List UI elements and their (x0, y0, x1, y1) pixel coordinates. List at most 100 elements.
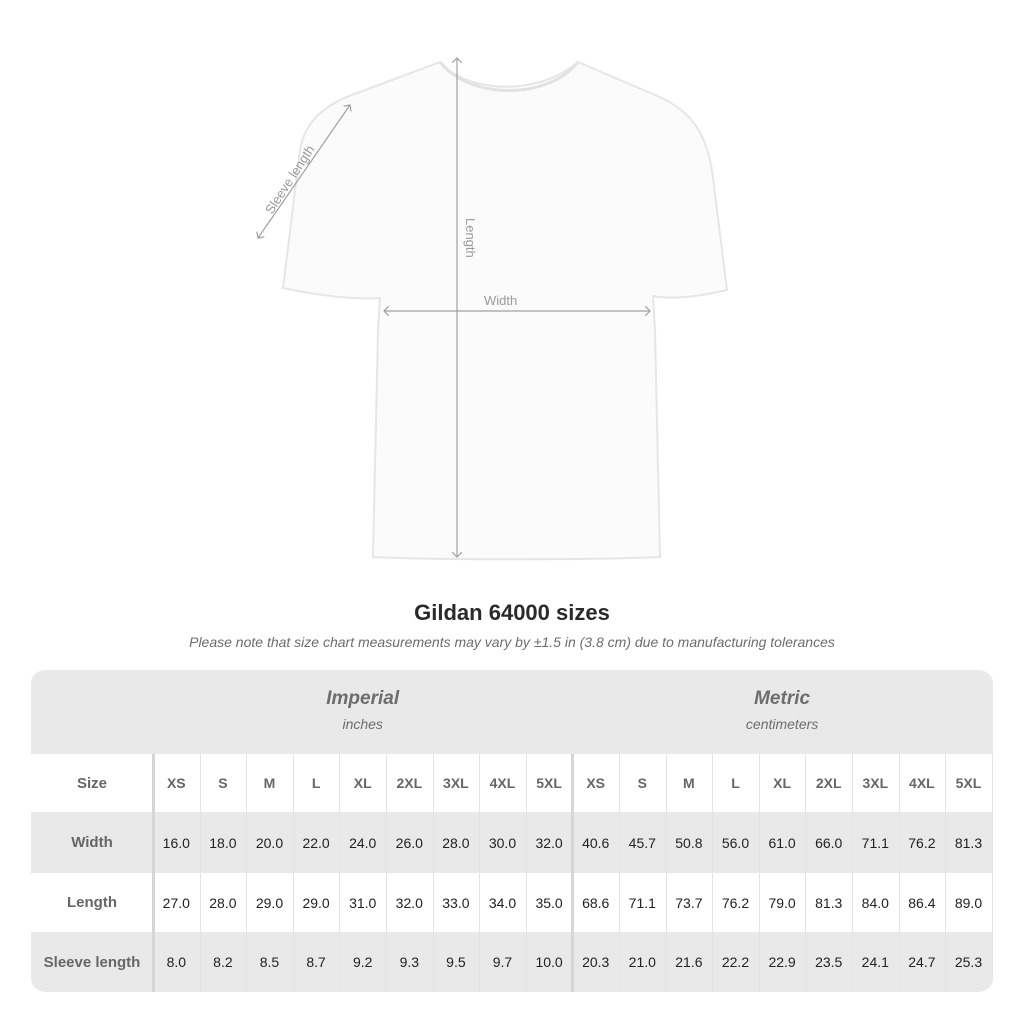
size-header: M (263, 775, 276, 791)
size-header: L (311, 775, 321, 791)
size-header: S (218, 775, 228, 791)
size-header: L (731, 775, 740, 791)
column-divider (199, 754, 201, 992)
row-band-sleeve (31, 932, 993, 992)
table-cell: 76.2 (908, 834, 936, 851)
size-header: XS (586, 775, 606, 791)
row-label: Width (71, 834, 113, 851)
table-cell: 45.7 (628, 834, 656, 851)
column-divider (665, 754, 667, 992)
table-cell: 76.2 (721, 894, 750, 911)
table-cell: 71.1 (861, 834, 889, 851)
table-cell: 68.6 (582, 894, 610, 911)
table-cell: 24.7 (908, 954, 936, 970)
size-header: XL (773, 775, 792, 791)
column-divider (852, 754, 853, 992)
group-name: Metric (754, 688, 811, 709)
table-cell: 20.3 (582, 954, 610, 970)
table-cell: 73.7 (675, 894, 703, 911)
table-cell: 32.0 (535, 834, 563, 851)
column-divider (339, 754, 341, 992)
column-divider (246, 754, 248, 992)
group-header-imperial: Imperial inches (153, 670, 572, 754)
tshirt-diagram: Sleeve length Length Width (0, 0, 729, 561)
table-cell: 71.1 (628, 894, 656, 911)
size-header: XS (166, 775, 186, 791)
row-label: Length (67, 894, 117, 911)
table-cell: 40.6 (582, 834, 610, 851)
table-cell: 8.0 (166, 954, 187, 970)
column-divider (386, 754, 387, 992)
table-cell: 16.0 (162, 834, 190, 851)
table-cell: 8.5 (259, 954, 280, 970)
table-cell: 30.0 (488, 834, 517, 851)
table-cell: 8.7 (306, 954, 326, 970)
column-divider (432, 754, 434, 992)
table-cell: 81.3 (954, 834, 983, 851)
table-cell: 26.0 (395, 834, 423, 851)
table-cell: 79.0 (768, 894, 796, 911)
table-cell: 9.7 (492, 954, 513, 970)
size-header: XL (353, 775, 372, 791)
size-header: S (637, 775, 647, 791)
column-divider (805, 754, 807, 992)
table-cell: 50.8 (675, 834, 703, 851)
column-divider (758, 754, 760, 992)
table-cell: 18.0 (209, 834, 237, 851)
size-label: Size (76, 774, 107, 792)
size-header: M (683, 775, 695, 791)
table-cell: 29.0 (302, 894, 330, 911)
table-cell: 24.0 (349, 834, 377, 851)
table-cell: 86.4 (908, 894, 936, 911)
column-divider (898, 754, 900, 992)
size-header: 5XL (955, 775, 982, 791)
table-cell: 9.5 (446, 954, 466, 970)
size-table: Imperial inches Metric centimeters Size XS S M L… (31, 670, 993, 992)
column-divider (991, 754, 993, 992)
table-cell: 25.3 (954, 954, 983, 970)
size-header: 2XL (396, 775, 423, 791)
group-header-metric: Metric centimeters (572, 670, 991, 754)
table-cell: 61.0 (768, 834, 796, 851)
tolerance-note: Please note that size chart measurements… (189, 634, 835, 650)
header-band (31, 670, 993, 754)
table-cell: 31.0 (349, 894, 377, 911)
size-header: 3XL (862, 775, 889, 791)
table-cell: 21.0 (628, 954, 656, 970)
table-cell: 28.0 (209, 894, 237, 911)
row-band-width (31, 812, 993, 873)
column-divider (619, 754, 620, 992)
table-cell: 89.0 (954, 894, 983, 911)
size-header: 4XL (909, 775, 935, 791)
table-cell: 24.1 (861, 954, 889, 970)
column-divider (945, 754, 947, 992)
group-unit: centimeters (745, 716, 819, 732)
page-title: Gildan 64000 sizes (414, 600, 610, 625)
table-cell: 9.3 (399, 954, 420, 970)
column-divider (712, 754, 714, 992)
table-cell: 27.0 (162, 894, 190, 911)
width-label: Width (484, 293, 517, 308)
table-cell: 9.2 (352, 954, 373, 970)
column-divider (525, 754, 527, 992)
table-cell: 56.0 (721, 834, 750, 851)
table-cell: 33.0 (442, 894, 470, 911)
group-name: Imperial (326, 688, 400, 709)
table-cell: 22.9 (768, 954, 796, 970)
table-cell: 10.0 (535, 954, 563, 970)
length-label: Length (463, 218, 478, 258)
table-cell: 28.0 (442, 834, 470, 851)
sleeve-length-arrow (258, 105, 350, 238)
column-divider (152, 754, 155, 992)
table-cell: 32.0 (395, 894, 423, 911)
column-divider (479, 754, 481, 992)
group-unit: inches (342, 716, 383, 732)
table-cell: 29.0 (255, 894, 284, 911)
table-cell: 81.3 (815, 894, 843, 911)
table-cell: 34.0 (488, 894, 517, 911)
size-header: 2XL (815, 775, 842, 791)
table-cell: 35.0 (535, 894, 563, 911)
size-header: 5XL (536, 775, 562, 791)
column-divider (292, 754, 294, 992)
size-header: 3XL (443, 775, 469, 791)
